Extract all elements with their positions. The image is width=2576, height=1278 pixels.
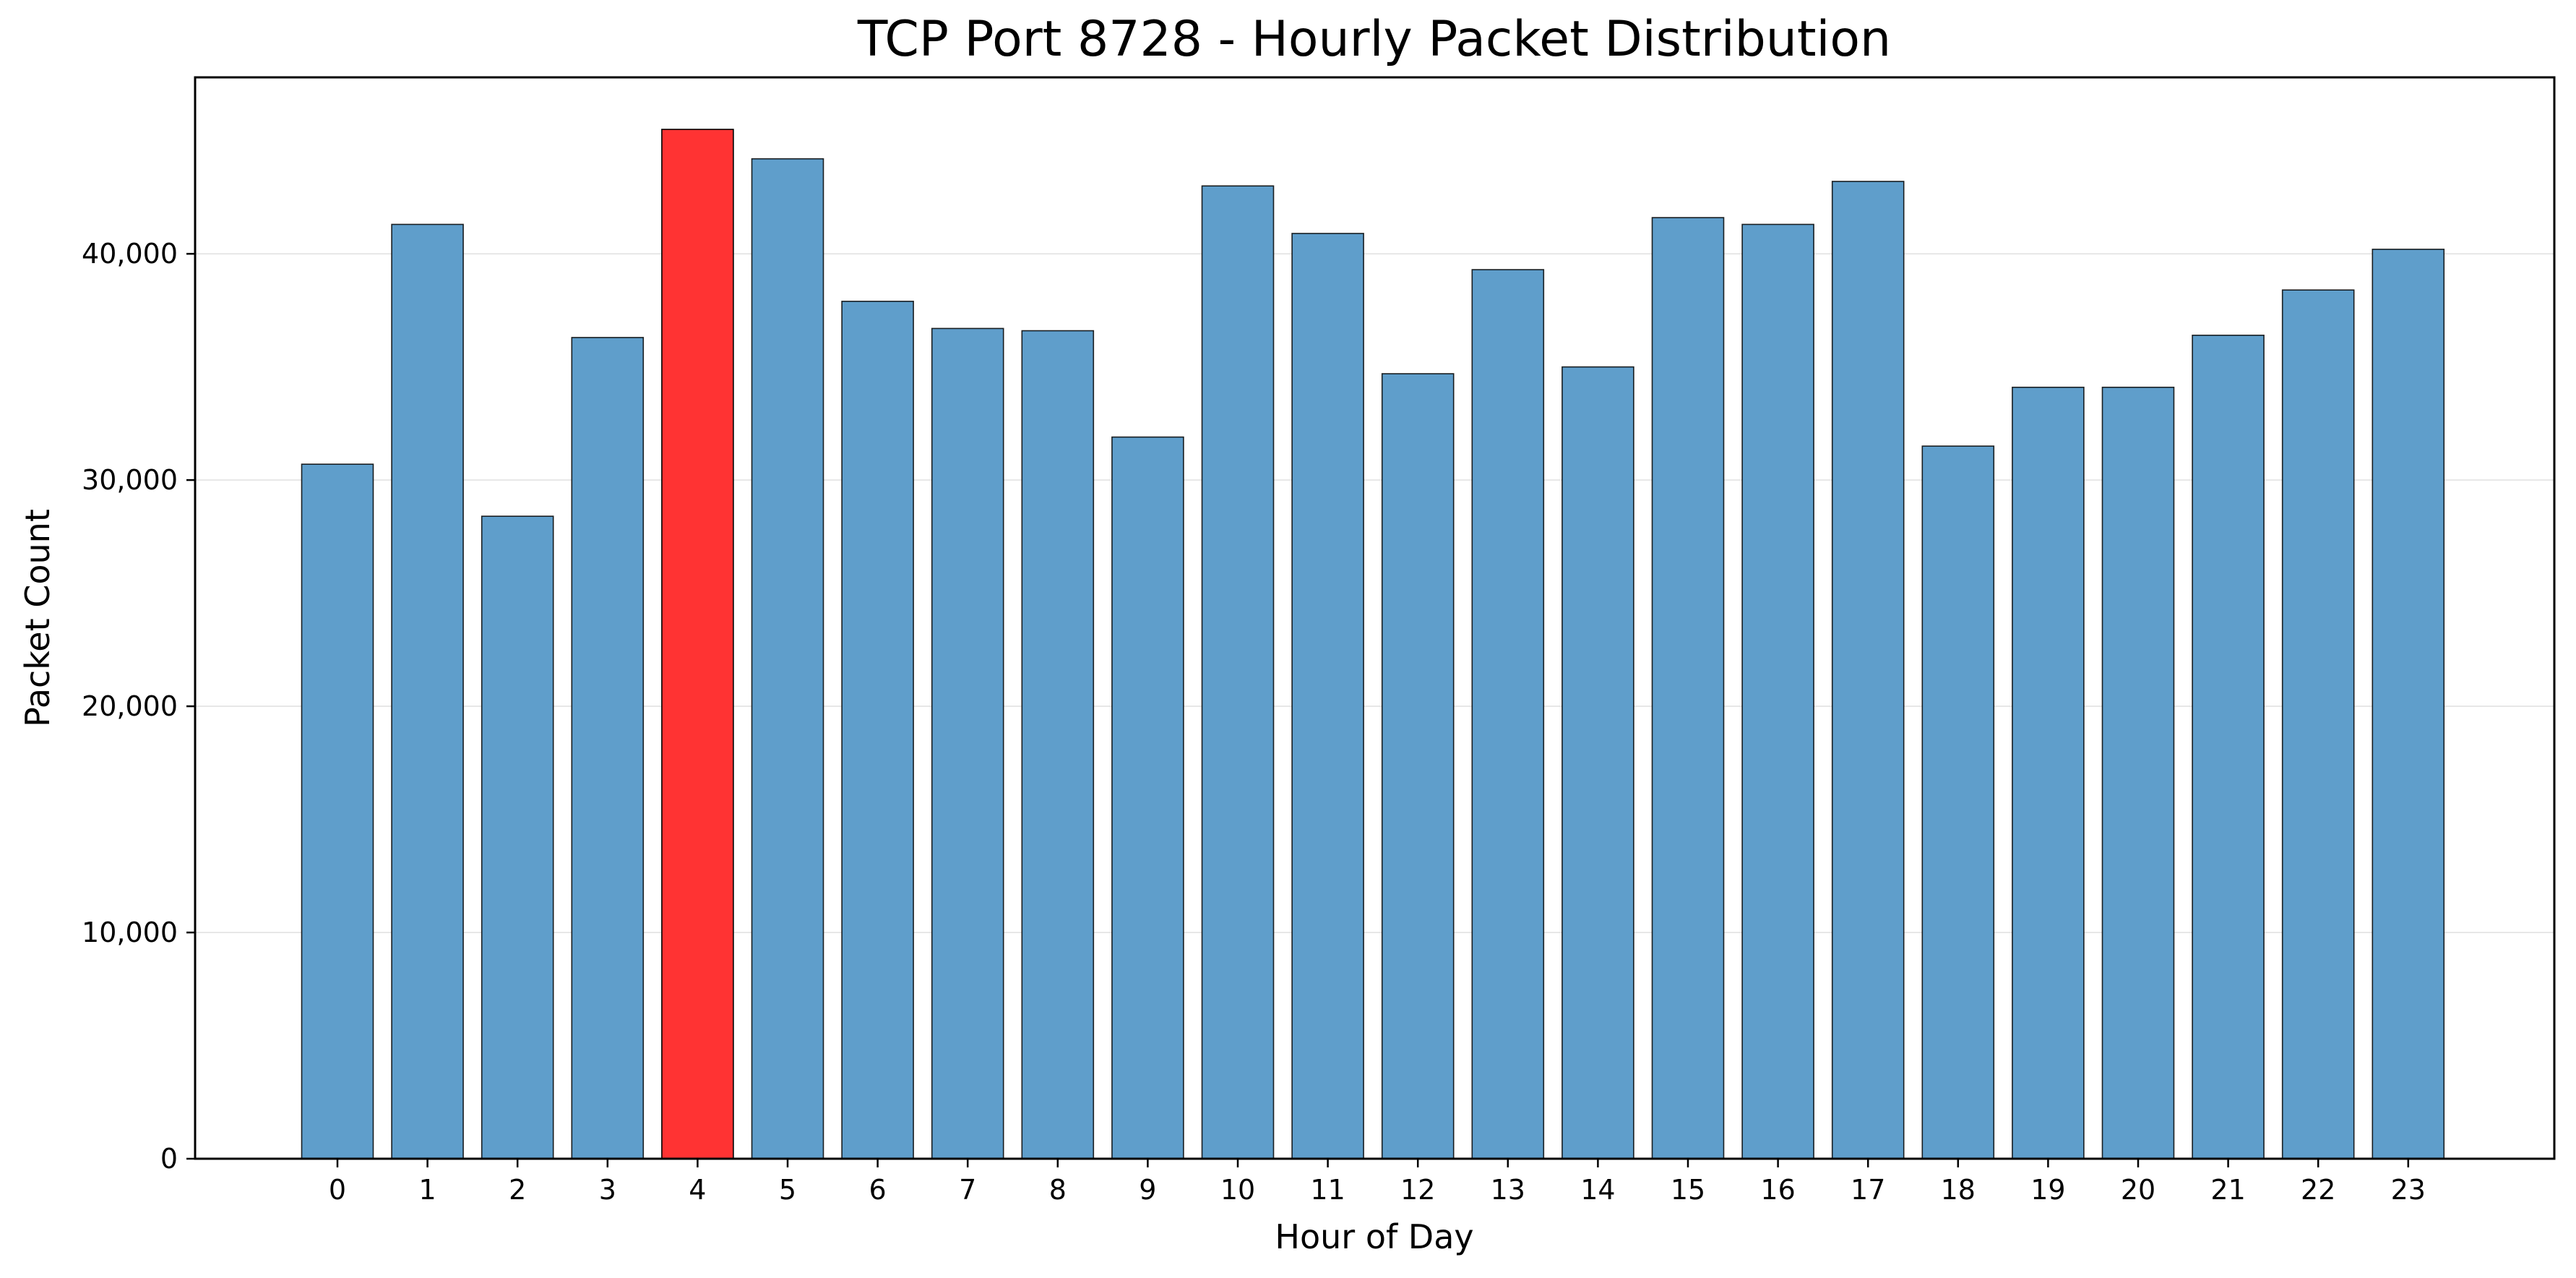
bar-hour-13 <box>1471 269 1545 1159</box>
y-tick-label: 10,000 <box>82 917 178 948</box>
bar-hour-0 <box>301 463 374 1159</box>
bar-hour-22 <box>2281 289 2355 1159</box>
x-tick-label: 19 <box>2030 1174 2065 1206</box>
bar-hour-16 <box>1741 223 1814 1159</box>
x-tick-label: 4 <box>689 1174 706 1206</box>
x-tick-label: 3 <box>599 1174 616 1206</box>
y-axis-ticks: 0 10,000 20,000 30,000 40,000 <box>82 238 195 1175</box>
x-tick-label: 8 <box>1049 1174 1067 1206</box>
bars <box>301 129 2445 1159</box>
x-axis-ticks: 0 1 2 3 4 5 6 7 8 9 10 11 12 13 14 15 16 17 18 19 20 21 22 23 <box>329 1159 2426 1206</box>
bar-hour-23 <box>2372 249 2445 1159</box>
bar-hour-15 <box>1651 217 1725 1159</box>
x-tick-label: 14 <box>1580 1174 1615 1206</box>
x-tick-label: 17 <box>1851 1174 1885 1206</box>
bar-hour-18 <box>1921 445 1995 1159</box>
bar-hour-2 <box>481 515 554 1159</box>
x-tick-label: 10 <box>1220 1174 1255 1206</box>
x-tick-label: 12 <box>1400 1174 1435 1206</box>
y-tick-label: 0 <box>160 1143 178 1175</box>
x-tick-label: 2 <box>509 1174 526 1206</box>
x-tick-label: 18 <box>1941 1174 1976 1206</box>
bar-hour-14 <box>1561 366 1634 1159</box>
y-axis-label: Packet Count <box>18 509 57 727</box>
bar-hour-20 <box>2101 386 2175 1159</box>
x-tick-label: 23 <box>2391 1174 2426 1206</box>
x-tick-label: 20 <box>2121 1174 2155 1206</box>
x-tick-label: 0 <box>329 1174 346 1206</box>
chart-title: TCP Port 8728 - Hourly Packet Distributi… <box>857 11 1891 68</box>
y-tick-label: 20,000 <box>82 690 178 722</box>
x-tick-label: 11 <box>1310 1174 1345 1206</box>
bar-hour-21 <box>2192 334 2265 1159</box>
bar-hour-12 <box>1381 373 1455 1159</box>
bar-hour-9 <box>1111 436 1184 1159</box>
bar-hour-5 <box>751 158 824 1159</box>
x-tick-label: 6 <box>869 1174 887 1206</box>
bar-hour-11 <box>1291 233 1364 1159</box>
x-tick-label: 16 <box>1760 1174 1795 1206</box>
x-axis-label: Hour of Day <box>1275 1217 1473 1256</box>
bar-hour-4 <box>661 129 734 1159</box>
x-tick-label: 15 <box>1671 1174 1705 1206</box>
x-tick-label: 9 <box>1139 1174 1156 1206</box>
y-tick-label: 40,000 <box>82 238 178 270</box>
bar-hour-10 <box>1201 185 1275 1159</box>
x-tick-label: 13 <box>1491 1174 1525 1206</box>
bar-hour-3 <box>571 337 645 1159</box>
x-tick-label: 5 <box>779 1174 796 1206</box>
bar-hour-19 <box>2012 386 2085 1159</box>
bar-hour-1 <box>391 223 464 1159</box>
x-tick-label: 7 <box>959 1174 976 1206</box>
x-tick-label: 22 <box>2301 1174 2335 1206</box>
y-tick-label: 30,000 <box>82 464 178 496</box>
bar-hour-8 <box>1021 330 1095 1159</box>
bar-hour-17 <box>1831 181 1905 1159</box>
x-tick-label: 21 <box>2210 1174 2245 1206</box>
plot-frame <box>194 76 2556 1160</box>
bar-hour-6 <box>841 301 914 1159</box>
bar-hour-7 <box>931 327 1004 1159</box>
x-tick-label: 1 <box>419 1174 436 1206</box>
